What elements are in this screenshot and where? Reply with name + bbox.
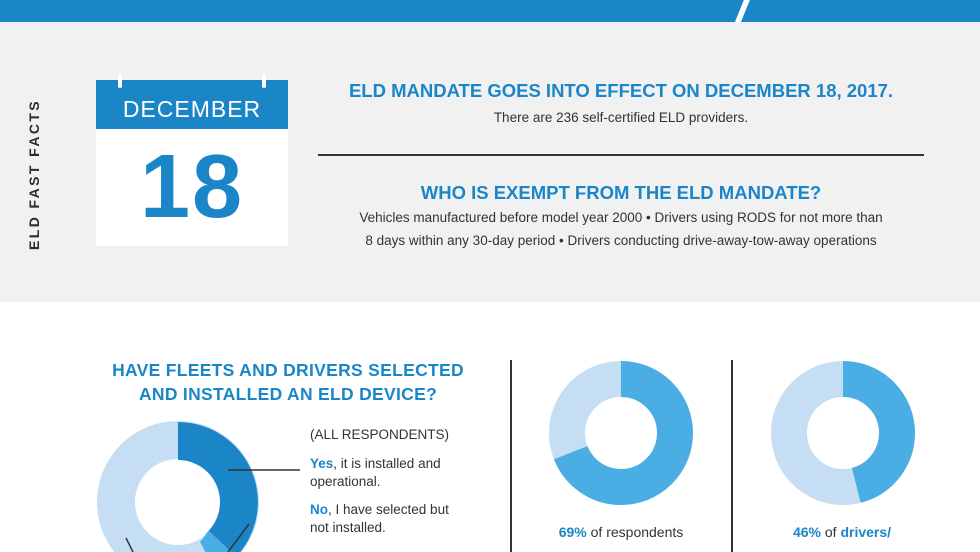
calendar-month: DECEMBER — [96, 80, 288, 129]
legend-no-rest: , I have selected but — [328, 502, 449, 517]
fleets-donut-chart — [549, 361, 693, 505]
stat-fleets-pct: 69% — [558, 524, 587, 540]
calendar-ring-right — [262, 74, 266, 88]
legend-no-bold: No — [310, 502, 328, 517]
divider-rule — [318, 154, 924, 156]
calendar-ring-left — [118, 74, 122, 88]
legend-no-line2: not installed. — [310, 520, 386, 535]
donut-segment-yes — [178, 422, 258, 552]
legend-item-yes: Yes, it is installed and operational. — [310, 455, 490, 491]
stat-fleets: 69% of respondents — [531, 524, 711, 540]
fleets-donut-segment — [549, 361, 693, 505]
stat-drivers: 46% of drivers/ — [752, 524, 932, 540]
donut-hole — [136, 460, 220, 544]
fact-title-mandate: ELD MANDATE GOES INTO EFFECT ON DECEMBER… — [348, 80, 894, 101]
question-title: HAVE FLEETS AND DRIVERS SELECTED AND INS… — [96, 358, 480, 406]
drivers-donut-segment — [771, 361, 915, 505]
stat-fleets-text: of respondents — [586, 524, 684, 540]
top-banner — [0, 0, 980, 22]
column-divider-1 — [510, 360, 512, 552]
donut-segment-no — [200, 530, 231, 552]
stat-drivers-text: of — [820, 524, 841, 540]
legend-yes-rest: , it is installed and — [333, 456, 441, 471]
drivers-donut-chart — [771, 361, 915, 505]
legend-item-no: No, I have selected but not installed. — [310, 501, 490, 537]
leader-line-no — [227, 523, 250, 552]
calendar-day: 18 — [139, 137, 245, 237]
fact-title-exempt: WHO IS EXEMPT FROM THE ELD MANDATE? — [420, 182, 822, 203]
question-title-line2: AND INSTALLED AN ELD DEVICE? — [138, 384, 438, 404]
legend-yes-line2: operational. — [310, 474, 381, 489]
legend-yes-bold: Yes — [310, 456, 334, 471]
leader-line-other — [125, 537, 134, 552]
question-title-line1: HAVE FLEETS AND DRIVERS SELECTED — [112, 360, 464, 380]
fact-text-exempt-line2: 8 days within any 30-day period • Driver… — [365, 233, 877, 248]
stat-drivers-bold2: drivers/ — [840, 524, 892, 540]
column-divider-2 — [731, 360, 733, 552]
legend-note: (ALL RESPONDENTS) — [310, 427, 450, 442]
installed-donut-chart — [97, 421, 259, 552]
calendar-graphic: DECEMBER 18 — [96, 74, 288, 246]
fact-text-exempt-line1: Vehicles manufactured before model year … — [359, 210, 883, 225]
fact-text-providers: There are 236 self-certified ELD provide… — [493, 110, 749, 125]
stat-drivers-pct: 46% — [792, 524, 821, 540]
